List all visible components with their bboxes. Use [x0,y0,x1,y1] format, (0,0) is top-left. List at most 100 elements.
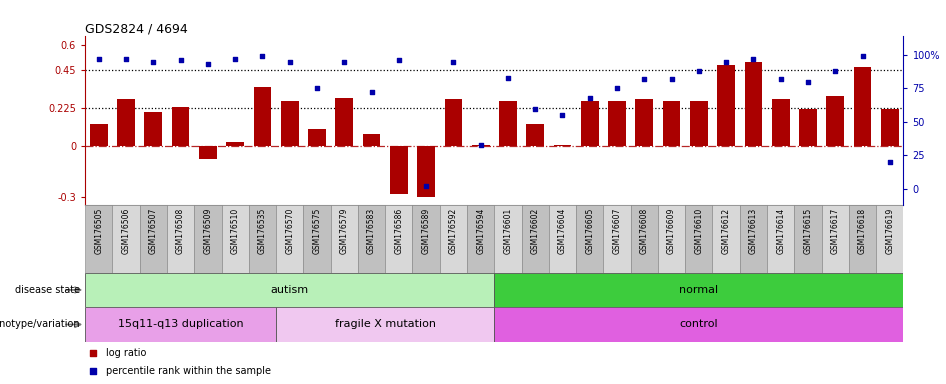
Bar [745,62,762,146]
Text: GSM176507: GSM176507 [149,207,158,254]
Text: 15q11-q13 duplication: 15q11-q13 duplication [118,319,243,329]
Bar [172,108,189,146]
Text: log ratio: log ratio [106,348,146,358]
Text: GSM176589: GSM176589 [422,207,430,254]
Text: fragile X mutation: fragile X mutation [335,319,436,329]
Bar [85,205,113,273]
Bar [331,205,358,273]
Bar [827,96,844,146]
Bar [145,112,162,146]
Bar [690,101,708,146]
Text: GSM176509: GSM176509 [203,207,213,254]
Bar [494,273,903,307]
Bar [821,205,849,273]
Text: GSM176505: GSM176505 [95,207,103,254]
Text: GSM176614: GSM176614 [776,207,785,254]
Text: GSM176618: GSM176618 [858,207,867,253]
Text: GSM176608: GSM176608 [639,207,649,254]
Point [609,85,624,91]
Bar [849,205,876,273]
Bar [636,99,653,146]
Bar [276,205,304,273]
Bar [390,146,408,194]
Bar [385,205,412,273]
Point [855,53,870,60]
Text: GSM176613: GSM176613 [749,207,758,254]
Text: GSM176607: GSM176607 [612,207,622,254]
Text: disease state: disease state [15,285,80,295]
Text: control: control [679,319,718,329]
Text: GSM176602: GSM176602 [531,207,540,254]
Text: GSM176619: GSM176619 [885,207,894,254]
Text: GSM176605: GSM176605 [586,207,594,254]
Text: GSM176601: GSM176601 [503,207,513,254]
Text: GSM176579: GSM176579 [340,207,349,254]
Text: GSM176612: GSM176612 [722,207,730,253]
Point [228,56,243,62]
Text: GSM176508: GSM176508 [176,207,185,254]
Bar [85,307,276,342]
Bar [467,205,494,273]
Bar [685,205,712,273]
Text: GSM176506: GSM176506 [121,207,131,254]
Bar [358,205,385,273]
Bar [90,124,108,146]
Point [473,142,488,148]
Point [582,95,597,101]
Bar [254,87,272,146]
Point [828,68,843,74]
Bar [553,145,571,146]
Point [773,76,788,82]
Bar [336,98,353,146]
Bar [526,124,544,146]
Text: GSM176575: GSM176575 [312,207,322,254]
Bar [140,205,166,273]
Bar [85,273,494,307]
Bar [663,101,680,146]
Bar [362,134,380,146]
Point [692,68,707,74]
Bar [631,205,658,273]
Text: GSM176570: GSM176570 [285,207,294,254]
Bar [304,205,331,273]
Point [800,79,815,85]
Point [446,58,461,65]
Bar [226,142,244,146]
Point [254,53,270,60]
Bar [440,205,467,273]
Point [664,76,679,82]
Text: percentile rank within the sample: percentile rank within the sample [106,366,271,376]
Point [118,56,133,62]
Bar [717,65,735,146]
Bar [117,99,135,146]
Text: GSM176510: GSM176510 [231,207,239,254]
Bar [113,205,140,273]
Point [528,106,543,112]
Bar [712,205,740,273]
Bar [494,205,521,273]
Text: autism: autism [271,285,308,295]
Text: GSM176615: GSM176615 [803,207,813,254]
Point [309,85,324,91]
Bar [657,205,685,273]
Point [91,56,106,62]
Bar [549,205,576,273]
Bar [249,205,276,273]
Point [392,57,407,63]
Bar [604,205,631,273]
Bar [881,109,899,146]
Text: GSM176617: GSM176617 [831,207,840,254]
Text: GSM176535: GSM176535 [258,207,267,254]
Bar [853,67,871,146]
Bar [166,205,194,273]
Text: GSM176604: GSM176604 [558,207,567,254]
Bar [412,205,440,273]
Bar [608,101,626,146]
Point [173,57,188,63]
Bar [221,205,249,273]
Bar [494,307,903,342]
Point [337,58,352,65]
Point [86,367,101,374]
Text: normal: normal [679,285,718,295]
Point [745,56,761,62]
